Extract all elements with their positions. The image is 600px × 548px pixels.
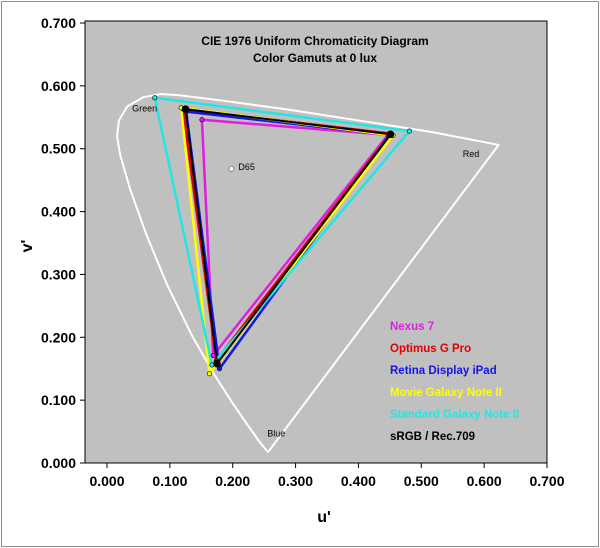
x-tick-label-0: 0.000 [89,473,124,489]
gamut-point-5-2 [213,359,221,368]
y-tick-label-4: 0.400 [41,204,76,220]
y-tick-label-2: 0.200 [41,329,76,345]
legend-entry-5: sRGB / Rec.709 [390,431,475,443]
gamut-point-0-2 [210,353,216,359]
x-tick-label-7: 0.700 [529,473,564,489]
annotation-blue: Blue [267,429,285,439]
chart-subtitle: Color Gamuts at 0 lux [253,51,377,65]
x-tick-label-5: 0.500 [404,473,439,489]
y-tick-label-5: 0.500 [41,141,76,157]
gamut-triangle-4 [153,96,411,367]
y-tick-label-3: 0.300 [41,266,76,282]
gamut-point-4-1 [406,128,412,134]
chart-title: CIE 1976 Uniform Chromaticity Diagram [201,34,428,48]
annotation-d65: D65 [238,162,255,172]
x-tick-label-3: 0.300 [278,473,313,489]
y-tick-label-7: 0.700 [41,15,76,31]
gamut-point-5-1 [386,130,395,139]
x-tick-label-4: 0.400 [341,473,376,489]
x-tick-label-6: 0.600 [467,473,502,489]
x-tick-label-1: 0.100 [152,473,187,489]
legend-entry-4: Standard Galaxy Note II [390,409,519,421]
gamut-point-5-0 [181,105,190,113]
x-tick-label-2: 0.200 [215,473,250,489]
x-axis-label: u' [317,509,331,526]
spectral-locus [116,93,500,453]
legend-entry-3: Movie Galaxy Note II [390,387,502,399]
legend-entry-1: Optimus G Pro [390,343,471,355]
d65-white-point [228,166,235,172]
gamut-point-0-0 [199,117,205,123]
gamut-triangle-5 [184,108,392,365]
legend-entry-2: Retina Display iPad [390,365,497,377]
y-tick-label-6: 0.600 [41,78,76,94]
annotation-green: Green [132,104,157,114]
y-tick-label-0: 0.000 [41,455,76,471]
legend-entry-0: Nexus 7 [390,321,434,333]
y-axis-label: v' [19,240,36,253]
gamut-triangle-0 [200,118,390,357]
gamut-point-3-2 [206,371,212,377]
y-tick-label-1: 0.100 [41,392,76,408]
annotation-red: Red [463,149,480,159]
gamut-point-4-0 [152,95,158,101]
